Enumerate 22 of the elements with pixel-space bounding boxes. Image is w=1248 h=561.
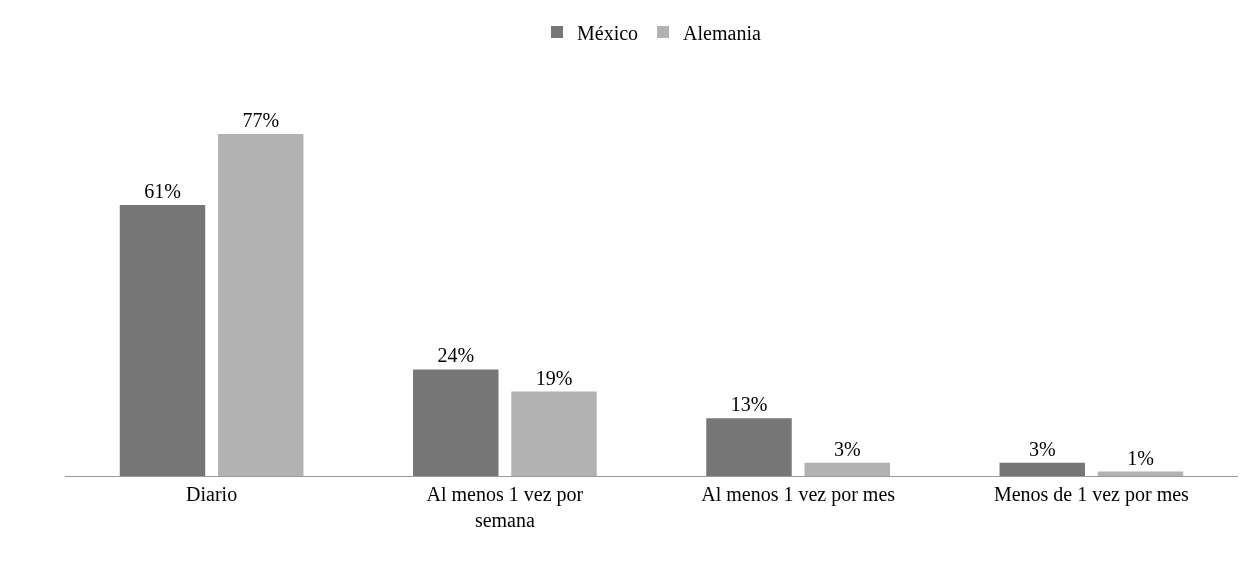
x-tick-label: Diario xyxy=(186,483,238,505)
data-label: 3% xyxy=(833,437,861,460)
bar xyxy=(1097,471,1184,476)
x-tick-label: Al menos 1 vez por mes xyxy=(701,483,896,506)
data-label: 61% xyxy=(144,180,181,203)
bar xyxy=(999,462,1085,476)
data-label: 1% xyxy=(1127,446,1154,469)
bar xyxy=(218,133,304,476)
data-label: 13% xyxy=(730,393,768,416)
legend-label: México xyxy=(577,21,639,44)
data-label: 24% xyxy=(437,344,475,367)
data-label: 3% xyxy=(1028,437,1056,460)
x-tick-label: Al menos 1 vez por semana xyxy=(426,483,584,531)
data-label: 19% xyxy=(535,366,573,389)
x-tick-label: Menos de 1 vez por mes xyxy=(993,483,1190,506)
bar xyxy=(706,418,792,476)
data-label: 77% xyxy=(242,108,280,131)
bar xyxy=(119,205,206,476)
bar xyxy=(413,369,499,476)
legend-label: Alemania xyxy=(683,21,761,44)
bar xyxy=(804,462,890,476)
bar xyxy=(511,391,597,476)
